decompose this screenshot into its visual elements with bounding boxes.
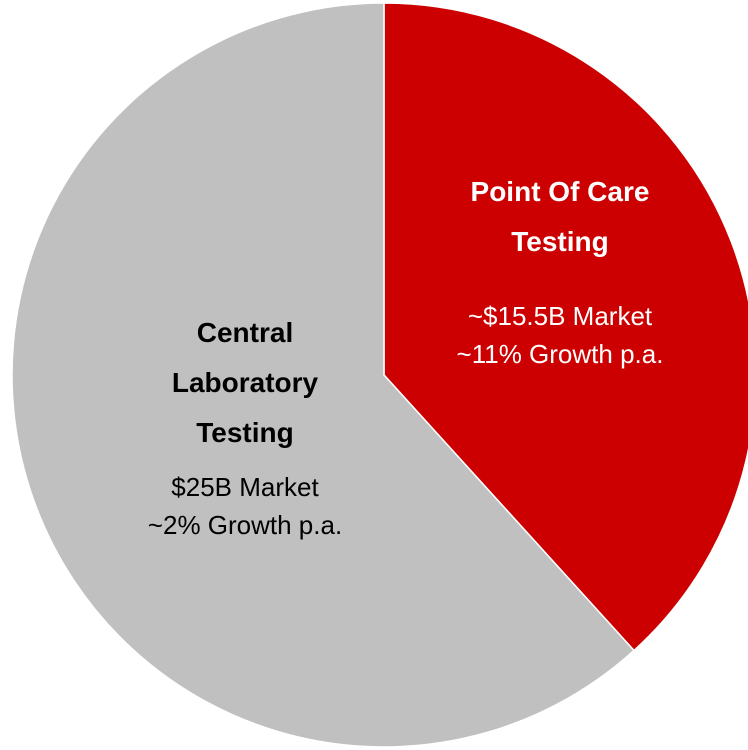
annotation: ~11% Growth p.a. [456,339,664,369]
category-label: Central Laboratory Testing [171,317,319,448]
pie-slice [383,2,748,652]
value-label: $25B Market [171,472,319,502]
category-label: Point Of Care Testing [470,176,650,257]
label-group: Central Laboratory Testing $25B Market ~… [95,308,395,544]
annotation: ~2% Growth p.a. [147,510,343,540]
label-group: Point Of Care Testing ~$15.5B Market ~11… [400,167,720,373]
pie-slice [11,2,636,748]
value-label: ~$15.5B Market [467,301,653,331]
